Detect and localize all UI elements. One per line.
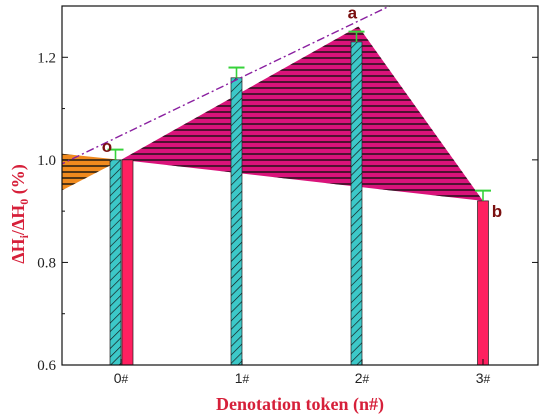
point-label-o: o (102, 137, 112, 156)
bar-s1-0 (121, 159, 134, 366)
y-tick-label-1: 0.8 (37, 255, 56, 271)
bar-hatch-s0-0 (110, 159, 121, 365)
x-tick-label-0: 0# (114, 370, 129, 386)
bar-s1-3 (477, 200, 489, 366)
x-tick-label-3: 3# (476, 370, 491, 386)
upper-trend-line (62, 6, 392, 165)
bar-hatch-s0-1 (231, 77, 242, 366)
left-wedge-hatch (62, 153, 121, 191)
y-tick-label-0: 0.6 (37, 358, 56, 374)
x-tick-label-1: 1# (235, 370, 250, 386)
x-axis-title: Denotation token (n#) (216, 394, 384, 415)
y-tick-label-2: 1.0 (37, 153, 56, 169)
y-axis-title: ΔHi/ΔH0 (%) (8, 164, 31, 263)
point-label-a: a (348, 4, 358, 23)
point-label-b: b (492, 202, 502, 221)
x-tick-label-2: 2# (355, 370, 370, 386)
y-tick-label-3: 1.2 (37, 50, 56, 66)
plot-frame (61, 5, 539, 366)
bar-hatch-s0-2 (351, 41, 362, 366)
triangle-hatch (121, 26, 483, 201)
